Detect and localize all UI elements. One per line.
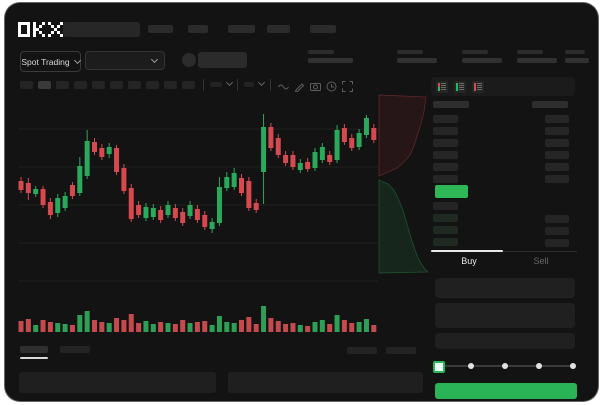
bid-row-price-skeleton[interactable] (433, 238, 458, 246)
nav-item-skeleton[interactable] (228, 25, 255, 33)
ask-row-amount-skeleton[interactable] (545, 139, 569, 147)
stat-value-skeleton (517, 58, 557, 63)
bottom-panel-skeleton (19, 372, 216, 393)
ask-row-price-skeleton[interactable] (433, 151, 458, 159)
tabs-divider (430, 251, 577, 252)
stat-label-skeleton (565, 50, 585, 54)
stat-label-skeleton (308, 50, 334, 54)
tab-sell[interactable]: Sell (533, 256, 549, 266)
ask-row-price-skeleton[interactable] (433, 163, 458, 171)
bottom-tab-skeleton-active[interactable] (20, 346, 48, 353)
bottom-right-action-skeleton[interactable] (386, 347, 416, 354)
amount-slider-handle[interactable] (433, 361, 445, 373)
ask-row-price-skeleton[interactable] (433, 139, 458, 147)
slider-stop-dot[interactable] (536, 363, 542, 369)
price-chart[interactable] (5, 3, 598, 401)
buy-tab-underline (431, 250, 503, 252)
ask-row-amount-skeleton[interactable] (545, 115, 569, 123)
bottom-panel-skeleton (228, 372, 423, 393)
timeframe-button-skeleton[interactable] (56, 81, 69, 89)
book-asks-icon[interactable] (472, 80, 484, 93)
timeframe-button-skeleton[interactable] (38, 81, 51, 89)
pair-title-skeleton (198, 52, 247, 68)
nav-item-skeleton[interactable] (188, 25, 208, 33)
nav-item-skeleton[interactable] (267, 25, 290, 33)
ask-row-price-skeleton[interactable] (433, 175, 458, 183)
stat-label-skeleton (397, 50, 423, 54)
stat-value-skeleton (397, 58, 437, 63)
timeframe-button-skeleton[interactable] (128, 81, 141, 89)
bid-row-amount-skeleton[interactable] (545, 215, 569, 223)
nav-item-skeleton[interactable] (310, 25, 336, 33)
pencil-icon[interactable] (294, 81, 305, 92)
buy-submit-button[interactable] (435, 383, 577, 399)
order-input-skeleton[interactable] (435, 303, 575, 328)
indicator-dropdown-skeleton[interactable] (210, 82, 222, 87)
bid-row-price-skeleton[interactable] (433, 226, 458, 234)
timeframe-button-skeleton[interactable] (164, 81, 177, 89)
fullscreen-icon[interactable] (342, 81, 353, 92)
book-bids-icon[interactable] (454, 80, 466, 93)
token-avatar (182, 53, 196, 67)
ask-row-amount-skeleton[interactable] (545, 127, 569, 135)
indicator-dropdown-skeleton[interactable] (244, 82, 254, 87)
search-input[interactable] (63, 22, 140, 37)
stat-label-skeleton (517, 50, 543, 54)
app-window: Spot Trading (5, 3, 598, 401)
orderbook-header-skeleton (532, 101, 568, 108)
pair-dropdown[interactable] (85, 51, 165, 70)
tab-buy[interactable]: Buy (461, 256, 477, 266)
slider-stop-dot[interactable] (468, 363, 474, 369)
divider (237, 79, 238, 91)
timeframe-button-skeleton[interactable] (110, 81, 123, 89)
bottom-right-action-skeleton[interactable] (347, 347, 377, 354)
slider-stop-dot[interactable] (502, 363, 508, 369)
bid-row-price-skeleton[interactable] (433, 202, 458, 210)
timeframe-button-skeleton[interactable] (92, 81, 105, 89)
timeframe-button-skeleton[interactable] (74, 81, 87, 89)
divider (270, 79, 271, 91)
orderbook-view-toolbar (431, 77, 575, 96)
bottom-tab-underline (20, 357, 48, 359)
timeframe-button-skeleton[interactable] (182, 81, 195, 89)
stat-label-skeleton (462, 50, 488, 54)
order-input-skeleton[interactable] (435, 333, 575, 349)
ask-row-amount-skeleton[interactable] (545, 163, 569, 171)
ask-row-amount-skeleton[interactable] (545, 175, 569, 183)
bid-row-amount-skeleton[interactable] (545, 239, 569, 247)
market-selector-button[interactable]: Spot Trading (20, 51, 81, 72)
ask-row-amount-skeleton[interactable] (545, 151, 569, 159)
orderbook-header-skeleton (433, 101, 469, 108)
timeframe-button-skeleton[interactable] (146, 81, 159, 89)
nav-item-skeleton[interactable] (148, 25, 173, 33)
okx-logo-glyph (18, 22, 63, 37)
bid-row-amount-skeleton[interactable] (545, 227, 569, 235)
timeframe-button-skeleton[interactable] (20, 81, 33, 89)
camera-icon[interactable] (310, 81, 321, 92)
book-both-icon[interactable] (436, 80, 448, 93)
market-selector-label: Spot Trading (21, 56, 70, 67)
ask-row-price-skeleton[interactable] (433, 115, 458, 123)
stat-value-skeleton (565, 58, 589, 63)
last-price-bar (435, 185, 468, 198)
stat-value-skeleton (308, 58, 353, 63)
okx-logo[interactable] (18, 22, 63, 37)
slider-stop-dot[interactable] (570, 363, 576, 369)
divider (203, 79, 204, 91)
order-input-skeleton[interactable] (435, 278, 575, 298)
stat-value-skeleton (462, 58, 502, 63)
bid-row-price-skeleton[interactable] (433, 214, 458, 222)
bottom-tab-skeleton[interactable] (60, 346, 90, 353)
clock-icon[interactable] (326, 81, 337, 92)
ask-row-price-skeleton[interactable] (433, 127, 458, 135)
wave-icon[interactable] (278, 81, 289, 92)
